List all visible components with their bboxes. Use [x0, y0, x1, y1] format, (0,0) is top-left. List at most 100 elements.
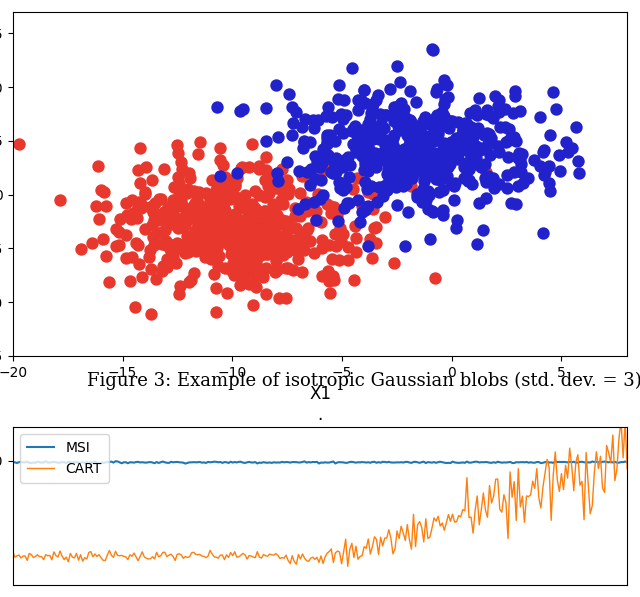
Point	[293, 254, 303, 264]
Point	[406, 173, 417, 182]
Point	[430, 116, 440, 126]
Point	[270, 227, 280, 236]
Point	[151, 275, 161, 284]
Point	[254, 219, 264, 228]
Point	[313, 189, 323, 198]
Point	[93, 161, 103, 171]
Point	[223, 218, 234, 227]
Point	[353, 106, 364, 115]
Point	[447, 116, 458, 125]
Point	[188, 235, 198, 244]
Point	[510, 87, 520, 96]
Point	[140, 224, 150, 233]
Point	[146, 202, 156, 212]
Point	[415, 159, 425, 168]
Point	[220, 263, 230, 273]
Point	[499, 104, 509, 114]
Point	[388, 133, 398, 143]
Point	[431, 84, 442, 94]
Point	[424, 234, 435, 244]
Point	[173, 148, 184, 158]
Point	[243, 206, 253, 216]
Point	[305, 236, 315, 246]
Point	[363, 119, 373, 128]
Point	[456, 142, 467, 152]
Point	[311, 216, 321, 225]
Point	[239, 215, 250, 224]
Point	[272, 247, 282, 257]
Point	[269, 207, 279, 216]
CART	[377, 534, 385, 541]
Point	[76, 244, 86, 254]
Point	[134, 260, 144, 269]
Point	[404, 162, 415, 172]
Point	[493, 101, 504, 111]
Point	[211, 307, 221, 317]
Point	[226, 176, 236, 186]
Point	[493, 107, 504, 117]
Point	[516, 167, 527, 177]
Point	[335, 236, 346, 246]
Point	[442, 144, 452, 153]
Point	[277, 164, 287, 174]
Point	[311, 215, 321, 224]
Point	[263, 249, 273, 259]
Point	[434, 118, 444, 128]
Point	[357, 141, 367, 151]
Point	[483, 139, 493, 149]
Point	[222, 234, 232, 244]
Point	[387, 158, 397, 167]
Point	[399, 144, 409, 154]
Point	[426, 170, 436, 180]
Point	[401, 162, 412, 172]
Point	[406, 118, 416, 127]
Point	[481, 193, 491, 203]
Point	[443, 92, 453, 101]
Point	[337, 115, 348, 124]
Point	[429, 127, 439, 136]
Point	[413, 153, 423, 162]
Point	[299, 137, 309, 147]
Point	[213, 208, 223, 218]
Point	[196, 217, 206, 226]
Point	[431, 112, 442, 121]
Point	[220, 225, 230, 235]
Point	[538, 229, 548, 238]
Point	[378, 156, 388, 165]
Point	[424, 119, 435, 129]
Point	[250, 186, 260, 195]
Point	[395, 110, 405, 120]
Point	[207, 193, 217, 203]
Point	[393, 149, 403, 159]
Point	[436, 171, 446, 181]
Point	[509, 168, 519, 177]
Point	[127, 195, 138, 205]
Point	[364, 150, 374, 160]
Point	[282, 157, 292, 167]
Point	[391, 183, 401, 192]
Point	[428, 155, 438, 165]
Point	[428, 46, 438, 56]
Point	[474, 146, 484, 155]
Point	[387, 139, 397, 148]
Point	[184, 174, 195, 183]
Point	[309, 124, 319, 133]
Point	[352, 174, 362, 183]
Point	[251, 239, 261, 248]
CART	[387, 534, 395, 541]
Point	[208, 207, 218, 217]
Point	[418, 141, 428, 150]
Point	[348, 124, 358, 134]
Point	[482, 129, 492, 139]
Point	[508, 109, 518, 118]
Point	[192, 223, 202, 233]
Point	[423, 186, 433, 196]
Point	[356, 201, 367, 211]
Point	[348, 139, 358, 149]
Point	[252, 232, 262, 242]
Point	[367, 99, 378, 109]
Point	[252, 220, 262, 230]
Point	[331, 241, 341, 251]
Point	[266, 207, 276, 217]
Point	[125, 276, 135, 286]
